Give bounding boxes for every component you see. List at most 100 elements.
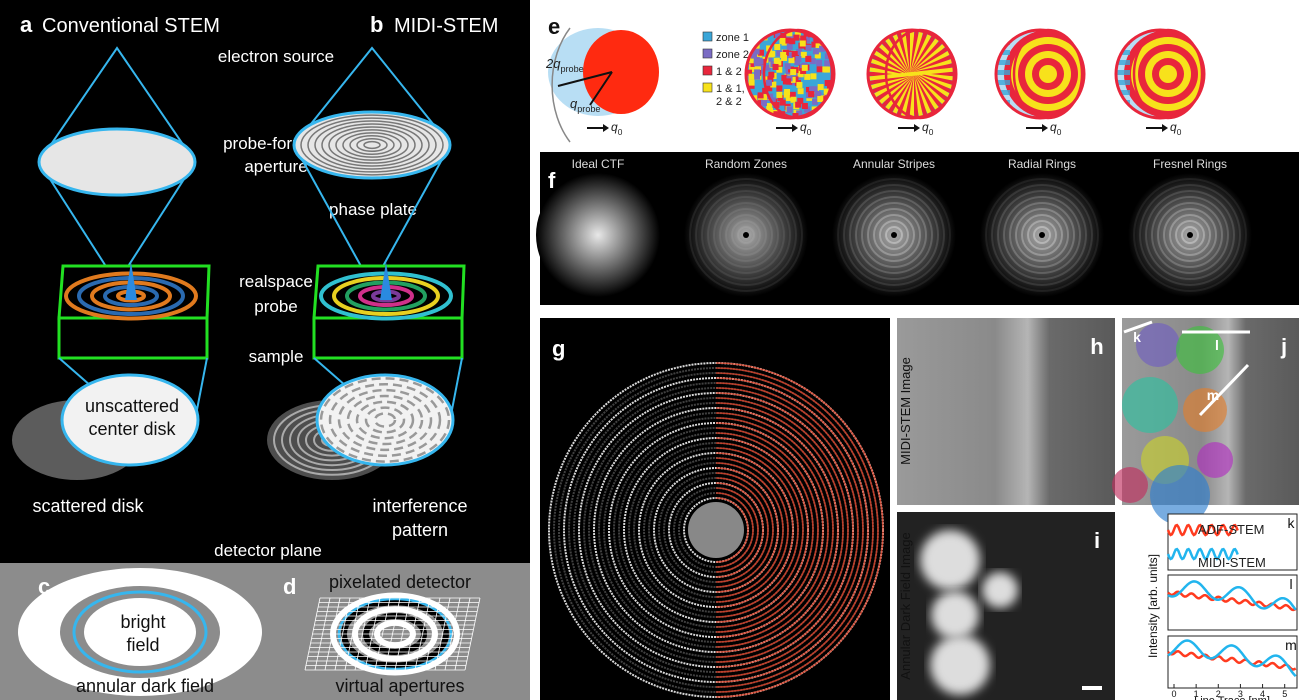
ctf-ring [719, 208, 773, 262]
ctf-ring [1151, 196, 1229, 274]
label-sub: 0 [929, 127, 934, 137]
label: field [126, 635, 159, 655]
interference-ring [337, 388, 433, 452]
random-zone [822, 66, 829, 73]
random-zone [753, 111, 760, 118]
random-zone [784, 78, 791, 85]
random-zone [779, 37, 786, 44]
trace-curve [1166, 523, 1239, 537]
beam-cone [293, 46, 451, 146]
random-zone [760, 100, 767, 107]
label-base: q [1170, 120, 1177, 134]
random-zone [786, 52, 793, 59]
ctf-ring [1021, 214, 1063, 256]
random-zone [796, 81, 803, 88]
ring-stripe [996, 110, 1010, 115]
random-zone [799, 40, 806, 47]
ctf-ring [707, 196, 785, 274]
random-zone [831, 100, 834, 107]
ctf-ring [1181, 226, 1199, 244]
trace-curve [1166, 547, 1239, 561]
ctf-ring [1033, 226, 1051, 244]
label-base: q [1050, 120, 1057, 134]
random-zone [812, 98, 819, 105]
random-zone [808, 91, 815, 98]
random-zone [814, 52, 821, 59]
label: realspace [239, 272, 313, 291]
plot-frame [1167, 635, 1298, 689]
random-zone [824, 80, 831, 87]
fit-ring [716, 447, 799, 613]
random-zone [792, 112, 799, 118]
phase-ring [363, 140, 381, 150]
fit-ring [716, 387, 859, 673]
ring-stripe [996, 90, 1010, 95]
label-sub: 0 [618, 127, 623, 137]
label: Line Trace [nm] [1194, 695, 1270, 700]
ring-stripe [996, 70, 1010, 75]
interference-ring [355, 400, 415, 440]
random-zone [820, 96, 827, 103]
ctf-ring [1027, 220, 1057, 250]
label: k [1288, 515, 1296, 531]
ctf-ring [701, 190, 791, 280]
random-zone [766, 103, 773, 110]
label: MIDI-STEM Image [898, 357, 913, 465]
aperture [37, 127, 197, 197]
label: k [1133, 329, 1141, 345]
ctf-center [891, 232, 897, 238]
trace-curve [1167, 639, 1297, 678]
label: qprobe [570, 96, 601, 114]
random-zone [827, 105, 834, 112]
label: g [552, 336, 565, 361]
label: q0 [922, 120, 934, 137]
random-zone [812, 48, 819, 55]
random-zone [773, 111, 780, 118]
random-zone [747, 99, 754, 106]
label-sub: 0 [1177, 127, 1182, 137]
label: probe [254, 297, 297, 316]
label: m [1285, 637, 1297, 653]
random-zone [819, 45, 826, 52]
trace-k [1123, 320, 1153, 334]
random-zone [779, 99, 786, 106]
random-zone [757, 99, 764, 106]
random-zone [785, 95, 792, 102]
beam-cone [38, 46, 196, 163]
label: MIDI-STEM [394, 15, 498, 37]
random-zone [780, 32, 787, 39]
fit-ring [716, 452, 794, 608]
random-zone [809, 86, 816, 93]
fit-ring [716, 492, 754, 568]
sample-front [57, 316, 209, 360]
random-zone [786, 30, 793, 37]
phase-ring [321, 123, 423, 167]
random-zone [766, 56, 773, 63]
random-zone [768, 71, 775, 78]
random-zone [817, 84, 824, 91]
random-zone [824, 53, 831, 60]
random-zone [753, 31, 760, 38]
particle-segment [1122, 377, 1178, 433]
random-zone [780, 51, 787, 58]
bf-boundary [72, 590, 208, 674]
random-zone [790, 69, 797, 76]
sample-front [312, 316, 464, 360]
fit-ring [716, 487, 759, 573]
label: l [1215, 337, 1219, 353]
ctf-ring [867, 208, 921, 262]
arrow [589, 71, 613, 106]
label-sub: 0 [1057, 127, 1062, 137]
label: phase plate [329, 200, 417, 219]
fit-ring [716, 367, 879, 693]
pixel-grid [464, 597, 481, 671]
random-zone [820, 32, 827, 39]
ctf-ring [737, 226, 755, 244]
random-zone [760, 116, 767, 118]
particle-segment [1176, 326, 1224, 374]
random-zone [754, 73, 761, 80]
random-zone [821, 115, 828, 118]
bf-disk [84, 598, 196, 666]
label: h [1090, 334, 1103, 359]
ctf-ring [695, 184, 797, 286]
